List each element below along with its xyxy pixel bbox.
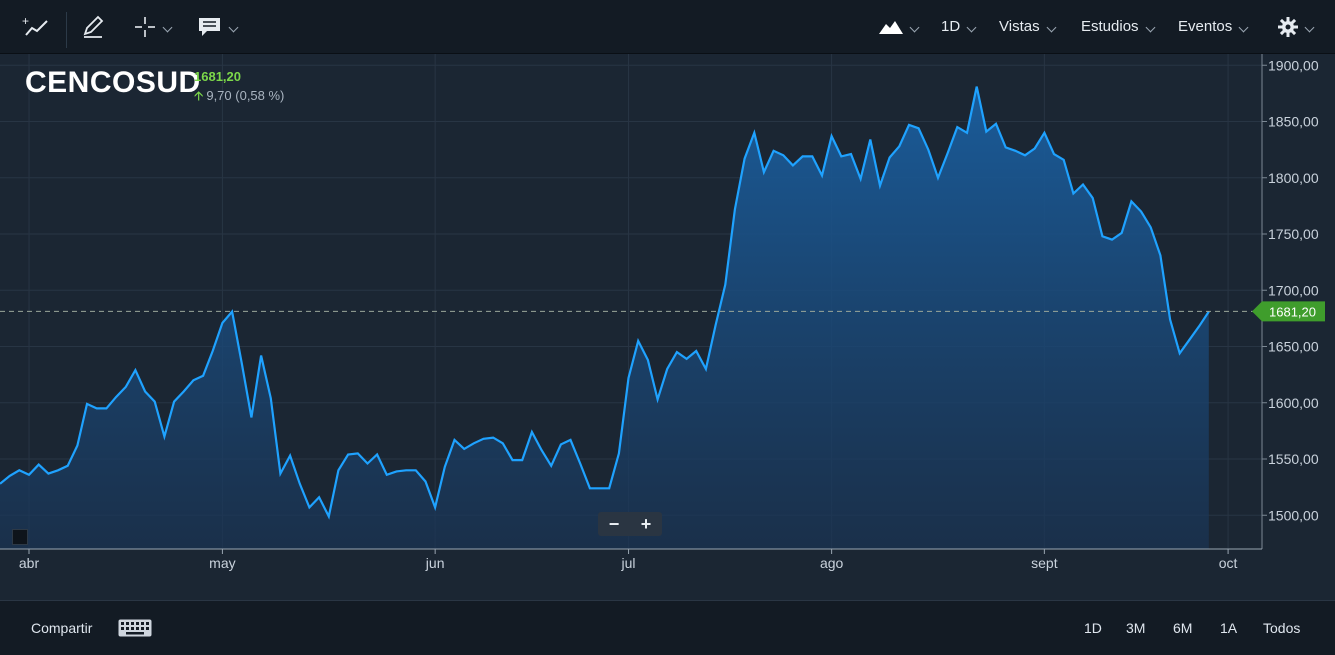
y-tick-label: 1550,00 xyxy=(1268,451,1319,467)
price-change: 🡩 9,70 (0,58 %) xyxy=(194,87,284,109)
chevron-down-icon xyxy=(966,22,977,33)
y-tick-label: 1850,00 xyxy=(1268,114,1319,130)
ticker-name: CENCOSUD xyxy=(25,66,201,99)
crosshair-icon xyxy=(135,16,155,37)
zoom-out-button[interactable]: − xyxy=(608,513,620,534)
last-price-badge-label: 1681,20 xyxy=(1269,304,1316,319)
views-menu[interactable]: Vistas xyxy=(999,0,1057,53)
range-6m[interactable]: 6M xyxy=(1173,620,1193,636)
zoom-in-button[interactable]: + xyxy=(640,513,652,534)
toolbar-separator xyxy=(66,12,67,48)
chevron-down-icon xyxy=(1046,22,1057,33)
comment-tool[interactable] xyxy=(198,0,239,53)
x-tick-label: jun xyxy=(425,555,445,571)
interval-selector[interactable]: 1D xyxy=(941,0,977,53)
last-price-badge: 1681,20 xyxy=(1252,301,1325,322)
pencil-icon[interactable] xyxy=(80,0,106,53)
zoom-controls: − + xyxy=(598,512,662,536)
price-change-label: 9,70 (0,58 %) xyxy=(206,88,285,103)
keyboard-icon xyxy=(118,619,152,637)
chart-area[interactable]: 1500,00 1550,00 1600,00 1650,00 1700,00 1750,… xyxy=(0,54,1335,600)
chevron-down-icon xyxy=(1145,22,1155,33)
studies-menu[interactable]: Estudios xyxy=(1081,0,1155,53)
price-area xyxy=(0,86,1209,549)
y-tick-label: 1750,00 xyxy=(1268,226,1319,242)
toolbar: + 1D Vistas Estudios Eventos xyxy=(0,0,1335,54)
comment-icon xyxy=(199,17,220,36)
chevron-down-icon xyxy=(228,22,239,33)
y-tick-label: 1900,00 xyxy=(1268,57,1319,73)
chevron-down-icon xyxy=(1238,22,1249,33)
studies-label: Estudios xyxy=(1081,18,1139,35)
range-1d[interactable]: 1D xyxy=(1084,620,1102,636)
events-menu[interactable]: Eventos xyxy=(1178,0,1249,53)
range-3m[interactable]: 3M xyxy=(1126,620,1146,636)
x-tick-label: sept xyxy=(1031,555,1058,571)
range-1a[interactable]: 1A xyxy=(1220,620,1238,636)
chart-type-selector[interactable] xyxy=(879,0,920,53)
chevron-down-icon xyxy=(162,22,173,33)
chart-options-square[interactable] xyxy=(12,529,28,545)
y-tick-label: 1800,00 xyxy=(1268,170,1319,186)
x-tick-label: abr xyxy=(19,555,40,571)
x-tick-label: may xyxy=(209,555,235,571)
last-price: 1681,20 xyxy=(194,69,241,84)
crosshair-tool[interactable] xyxy=(134,0,173,53)
settings-menu[interactable] xyxy=(1278,0,1315,53)
keyboard-button[interactable] xyxy=(118,601,152,655)
events-label: Eventos xyxy=(1178,18,1233,35)
chevron-down-icon xyxy=(1304,22,1315,33)
x-tick-label: oct xyxy=(1219,555,1238,571)
up-arrow-icon: 🡩 xyxy=(194,88,204,103)
y-tick-label: 1500,00 xyxy=(1268,507,1319,523)
share-button[interactable]: Compartir xyxy=(31,620,93,636)
footer: Compartir 1D 3M 6M 1A Todos xyxy=(0,600,1335,655)
x-tick-label: jul xyxy=(621,555,636,571)
price-chart[interactable]: 1500,00 1550,00 1600,00 1650,00 1700,00 1750,… xyxy=(0,54,1335,600)
views-label: Vistas xyxy=(999,18,1040,35)
svg-text:+: + xyxy=(22,15,29,28)
price-line xyxy=(0,86,1210,520)
y-tick-label: 1700,00 xyxy=(1268,282,1319,298)
chevron-down-icon xyxy=(909,22,920,33)
range-all[interactable]: Todos xyxy=(1263,620,1301,636)
gear-icon xyxy=(1278,16,1298,37)
mountain-chart-icon xyxy=(879,20,903,34)
y-tick-label: 1650,00 xyxy=(1268,339,1319,355)
x-tick-label: ago xyxy=(820,555,844,571)
trend-line-icon[interactable]: + xyxy=(22,0,50,53)
y-tick-label: 1600,00 xyxy=(1268,395,1319,411)
interval-label: 1D xyxy=(941,18,961,35)
